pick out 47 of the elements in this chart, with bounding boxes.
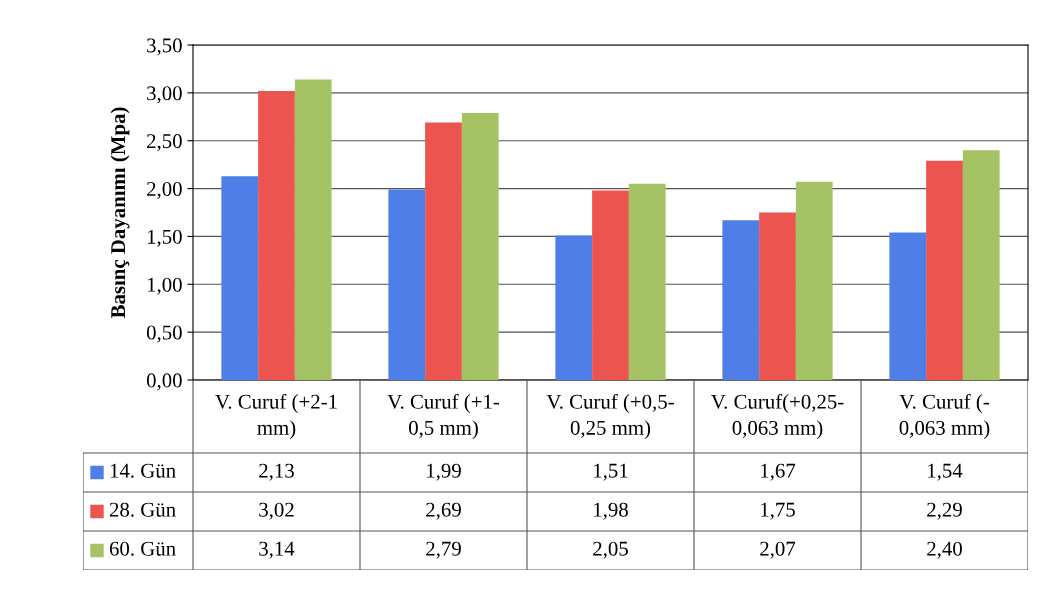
bar	[555, 235, 593, 380]
y-tick-label: 2,00	[147, 181, 182, 199]
data-label: 1,75	[761, 502, 795, 520]
data-label: 3,02	[259, 502, 294, 520]
bar	[258, 90, 295, 380]
data-label: 1,51	[594, 463, 628, 481]
y-tick-label: 3,00	[147, 86, 182, 104]
data-label: 1,67	[761, 463, 796, 481]
y-axis-title: Basınç Dayanımı (Mpa)	[110, 107, 130, 319]
data-label: 2,79	[426, 541, 461, 559]
y-tick-label: 1,00	[147, 277, 182, 295]
x-tick-label: V. Curuf (+2-1 mm)	[215, 393, 337, 440]
legend-label: 14. Gün	[110, 463, 176, 478]
bar	[926, 160, 963, 380]
bar	[461, 112, 499, 380]
data-label: 2,40	[927, 541, 962, 559]
bar	[889, 232, 927, 380]
y-tick-label: 0,00	[146, 373, 182, 391]
data-label: 3,14	[259, 541, 295, 559]
data-label: 1,99	[427, 463, 461, 481]
data-label: 1,54	[928, 463, 963, 481]
bar	[592, 190, 629, 380]
data-label: 2,69	[426, 502, 461, 520]
bar	[722, 220, 760, 380]
data-label: 2,29	[927, 502, 962, 520]
data-label: 2,13	[259, 463, 294, 481]
bar	[628, 183, 666, 380]
x-tick-label: V. Curuf (- 0,063 mm)	[899, 393, 990, 440]
bar	[388, 189, 426, 380]
y-tick-label: 2,50	[147, 134, 182, 152]
legend-label: 60. Gün	[109, 541, 176, 556]
data-label: 2,07	[760, 541, 796, 559]
bar	[294, 79, 332, 380]
legend-label: 28. Gün	[109, 502, 176, 517]
bar	[759, 212, 796, 380]
data-label: 1,98	[594, 502, 628, 520]
data-label: 2,05	[593, 541, 628, 559]
y-tick-label: 0,50	[146, 325, 182, 343]
x-tick-label: V. Curuf(+0,25- 0,063 mm)	[711, 393, 844, 440]
bar	[221, 176, 259, 380]
bar	[425, 122, 462, 380]
x-tick-label: V. Curuf (+1- 0,5 mm)	[387, 393, 500, 440]
y-tick-label: 3,50	[147, 38, 182, 56]
x-tick-label: V. Curuf (+0,5- 0,25 mm)	[546, 393, 674, 440]
bar	[795, 181, 833, 380]
y-tick-label: 1,50	[147, 229, 182, 247]
bar	[962, 150, 1000, 380]
